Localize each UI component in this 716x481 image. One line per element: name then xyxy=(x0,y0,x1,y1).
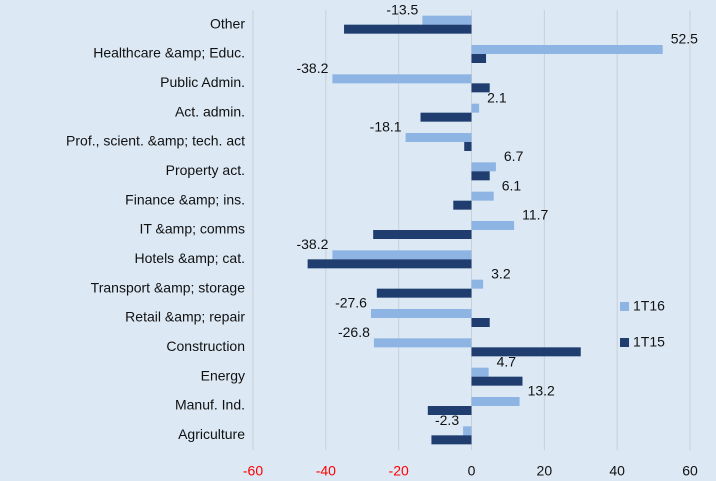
data-label: -18.1 xyxy=(370,119,402,135)
x-tick-label: -40 xyxy=(316,463,336,479)
bar xyxy=(453,200,472,210)
y-tick-label: Public Admin. xyxy=(160,74,245,90)
data-label: -26.8 xyxy=(338,324,370,340)
y-tick-label: Hotels &amp; cat. xyxy=(135,250,246,266)
x-tick-label: 20 xyxy=(537,463,553,479)
bar xyxy=(422,15,472,25)
bar xyxy=(471,54,487,63)
bar xyxy=(427,406,472,415)
y-tick-label: Retail &amp; repair xyxy=(125,309,245,325)
bar xyxy=(471,162,496,172)
bar xyxy=(405,133,472,142)
bar xyxy=(420,112,472,122)
bar xyxy=(370,309,472,318)
y-tick-label: Finance &amp; ins. xyxy=(125,191,245,207)
bar xyxy=(464,142,472,151)
bar xyxy=(373,338,472,348)
bar xyxy=(471,347,581,357)
y-tick-label: Manuf. Ind. xyxy=(175,397,245,413)
bar xyxy=(471,103,480,113)
bar xyxy=(471,191,494,201)
bar xyxy=(332,250,472,260)
bar xyxy=(471,45,663,54)
data-label: 11.7 xyxy=(522,207,548,223)
bar xyxy=(376,288,472,298)
y-tick-label: Property act. xyxy=(166,162,245,178)
y-tick-label: IT &amp; comms xyxy=(139,221,245,237)
data-label: 13.2 xyxy=(528,383,555,399)
data-label: 3.2 xyxy=(491,265,511,281)
y-tick-label: Transport &amp; storage xyxy=(91,279,246,295)
y-tick-label: Healthcare &amp; Educ. xyxy=(93,45,245,61)
data-label: 4.7 xyxy=(497,353,517,369)
y-tick-label: Agriculture xyxy=(178,426,245,442)
y-tick-label: Act. admin. xyxy=(175,103,245,119)
x-tick-label: 0 xyxy=(468,463,476,479)
legend-label: 1T16 xyxy=(633,298,665,314)
legend-swatch xyxy=(620,338,629,347)
bar xyxy=(471,367,489,377)
bar xyxy=(471,279,484,289)
bar xyxy=(471,221,515,230)
data-label: 2.1 xyxy=(487,89,507,105)
bar xyxy=(471,171,490,181)
x-tick-label: 40 xyxy=(609,463,625,479)
y-tick-label: Construction xyxy=(166,338,245,354)
data-label: -38.2 xyxy=(296,60,328,76)
bar xyxy=(307,259,472,269)
bar xyxy=(431,435,472,445)
y-tick-label: Energy xyxy=(201,367,245,383)
legend-label: 1T15 xyxy=(633,334,665,350)
x-tick-label: 60 xyxy=(682,463,698,479)
y-tick-label: Prof., scient. &amp; tech. act xyxy=(66,133,245,149)
bar xyxy=(344,24,472,34)
data-label: -13.5 xyxy=(386,1,418,17)
data-label: -38.2 xyxy=(296,236,328,252)
data-label: -27.6 xyxy=(335,295,367,311)
bar xyxy=(471,83,490,93)
y-tick-label: Other xyxy=(210,15,245,31)
data-label: -2.3 xyxy=(435,412,459,428)
legend-swatch xyxy=(620,302,629,311)
bar xyxy=(471,318,490,327)
x-tick-label: -60 xyxy=(243,463,263,479)
bar xyxy=(471,376,523,386)
bar xyxy=(373,230,472,239)
bar xyxy=(463,426,472,436)
data-label: 6.1 xyxy=(502,177,522,193)
bar xyxy=(332,74,472,84)
data-label: 6.7 xyxy=(504,148,524,164)
bar xyxy=(471,397,520,406)
x-tick-label: -20 xyxy=(389,463,409,479)
data-label: 52.5 xyxy=(671,31,698,47)
